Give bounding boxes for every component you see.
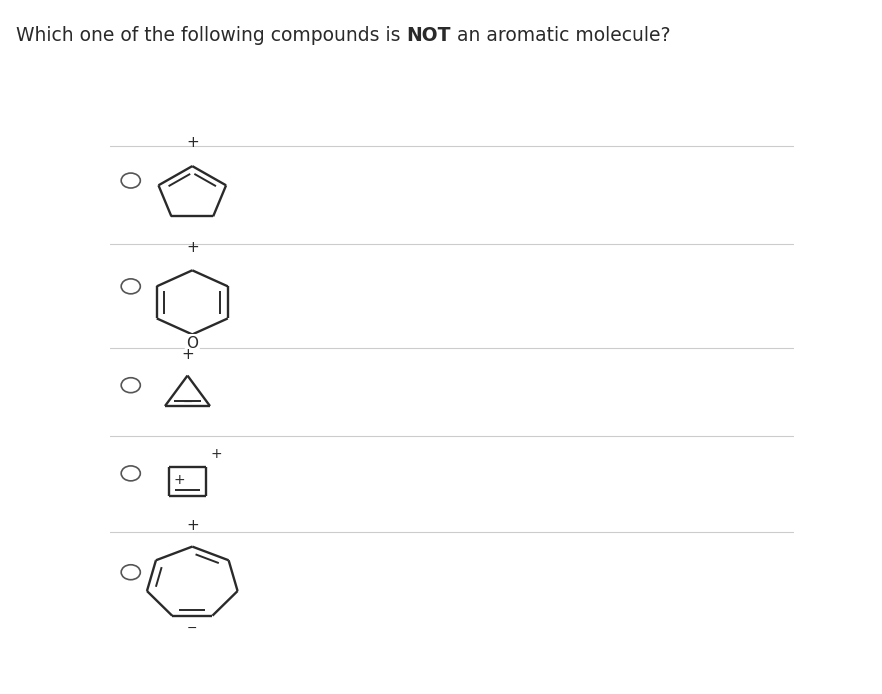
Text: +: + — [186, 240, 198, 255]
Text: −: − — [183, 396, 193, 409]
Text: +: + — [186, 135, 198, 150]
Text: +: + — [186, 518, 198, 533]
Text: Which one of the following compounds is: Which one of the following compounds is — [16, 26, 407, 45]
Text: +: + — [210, 447, 222, 461]
Text: an aromatic molecule?: an aromatic molecule? — [451, 26, 670, 45]
Text: +: + — [181, 347, 194, 362]
Text: O: O — [186, 335, 198, 350]
Text: NOT: NOT — [407, 26, 451, 45]
Text: −: − — [187, 622, 198, 635]
Text: +: + — [174, 473, 185, 487]
